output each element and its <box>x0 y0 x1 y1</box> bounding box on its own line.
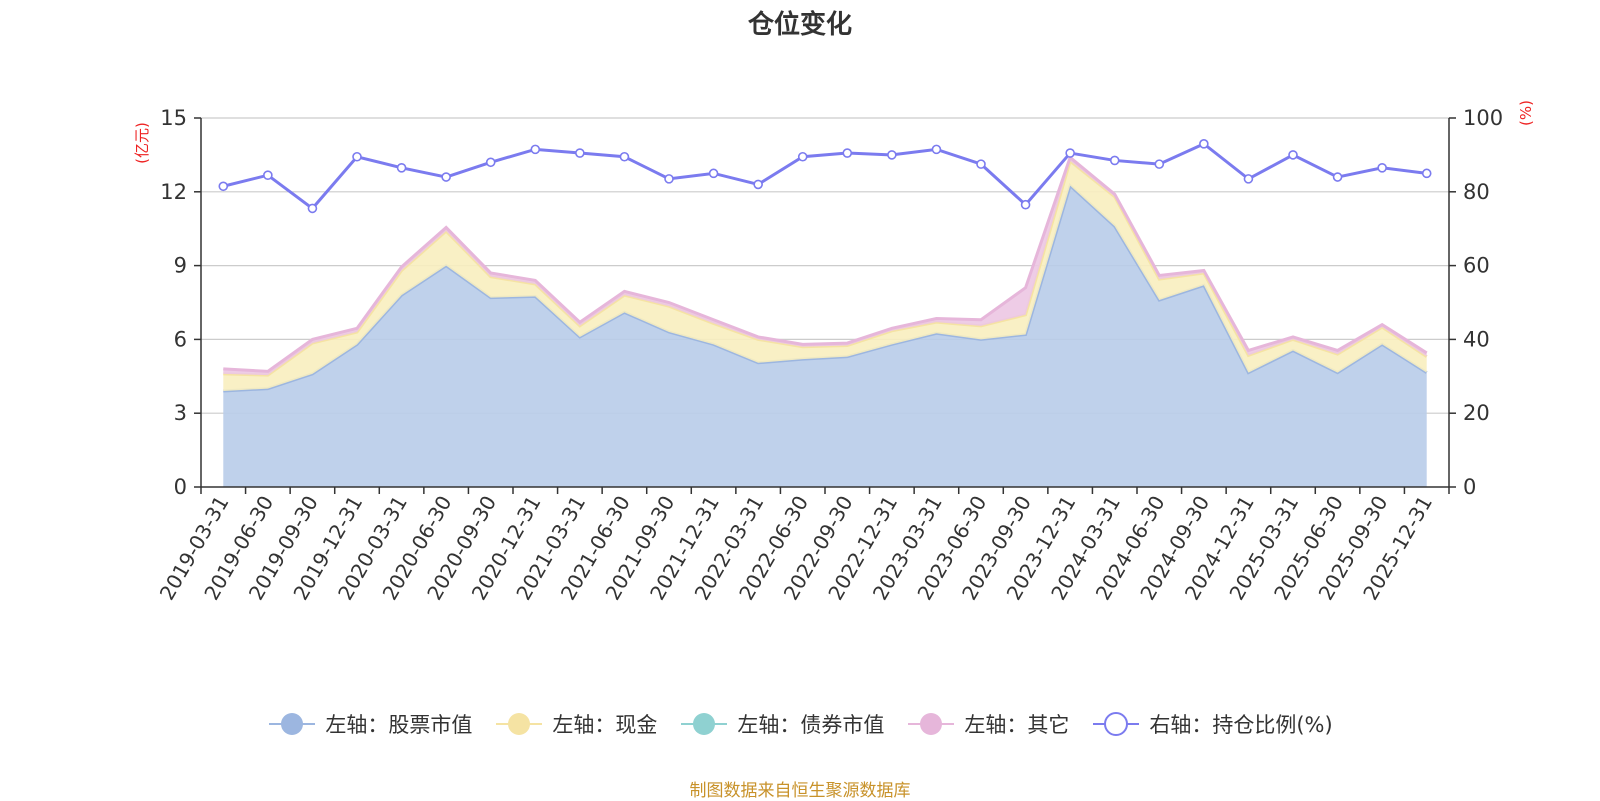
ratio-point <box>396 163 407 173</box>
ratio-point <box>1288 150 1298 160</box>
ratio-point <box>1020 199 1031 210</box>
axes <box>194 117 1456 494</box>
left-tick-label: 12 <box>160 180 187 204</box>
ratio-point <box>842 148 853 158</box>
ratio-point <box>619 151 630 162</box>
legend-label: 左轴：股票市值 <box>325 713 473 737</box>
legend: 左轴：股票市值 左轴：现金 左轴：债券市值 左轴：其它 右轴：持仓比例(%) <box>0 706 1600 742</box>
right-tick-label: 0 <box>1463 475 1476 499</box>
ratio-point <box>263 170 273 180</box>
ratio-point <box>485 157 496 168</box>
left-axis-unit: (亿元) <box>133 122 151 164</box>
legend-item[interactable]: 左轴：现金 <box>494 709 657 739</box>
source-note: 制图数据来自恒生聚源数据库 <box>689 781 911 801</box>
legend-marker-icon <box>1093 712 1140 736</box>
ratio-point <box>1332 172 1343 182</box>
left-tick-label: 0 <box>174 475 187 499</box>
ratio-point <box>1421 168 1432 179</box>
ratio-point <box>307 203 318 214</box>
ratio-point <box>753 179 763 190</box>
ratio-point <box>352 151 362 162</box>
legend-label: 左轴：其它 <box>964 713 1070 737</box>
ratio-point <box>708 168 719 179</box>
ratio-point <box>797 151 808 162</box>
ratio-point <box>1109 155 1120 166</box>
right-tick-label: 20 <box>1463 401 1490 425</box>
legend-label: 右轴：持仓比例(%) <box>1149 713 1333 737</box>
legend-marker-icon <box>269 713 316 735</box>
right-axis-unit: (%) <box>1517 100 1535 126</box>
legend-label: 左轴：现金 <box>552 713 658 737</box>
legend-label: 左轴：债券市值 <box>737 713 885 737</box>
area-edge-e6b6da <box>223 154 1428 373</box>
ratio-point <box>1377 163 1387 173</box>
position-ratio-line <box>218 139 1432 214</box>
right-tick-label: 40 <box>1463 327 1490 351</box>
legend-marker-icon <box>908 713 955 735</box>
ratio-point <box>1199 139 1209 149</box>
legend-item[interactable]: 左轴：债券市值 <box>679 709 884 739</box>
legend-item[interactable]: 右轴：持仓比例(%) <box>1091 709 1333 739</box>
ratio-point <box>664 174 674 184</box>
legend-marker-icon <box>681 713 728 735</box>
left-tick-label: 9 <box>174 254 187 278</box>
area-9cb6e0 <box>223 185 1427 487</box>
ratio-point <box>575 148 585 158</box>
ratio-point <box>218 181 229 192</box>
ratio-point <box>1243 174 1254 184</box>
ratio-point <box>530 144 541 155</box>
stacked-areas <box>223 154 1428 487</box>
chart-canvas: 03691215020406080100(亿元)(%)2019-03-31201… <box>133 100 1535 604</box>
right-tick-label: 100 <box>1463 106 1503 130</box>
left-tick-label: 15 <box>160 106 187 130</box>
legend-marker-icon <box>496 713 543 735</box>
ratio-point <box>1154 159 1165 169</box>
left-tick-label: 6 <box>174 327 187 351</box>
chart-title: 仓位变化 <box>747 10 852 40</box>
legend-item[interactable]: 左轴：股票市值 <box>267 709 472 739</box>
ratio-point <box>887 150 897 160</box>
ratio-line-path <box>222 142 1427 211</box>
left-tick-label: 3 <box>174 401 187 425</box>
ratio-point <box>931 144 942 155</box>
ratio-point <box>976 159 986 169</box>
right-tick-label: 60 <box>1463 254 1490 278</box>
legend-item[interactable]: 左轴：其它 <box>906 709 1069 739</box>
right-tick-label: 80 <box>1463 180 1490 204</box>
ratio-point <box>1065 148 1075 158</box>
ratio-point <box>441 172 451 182</box>
